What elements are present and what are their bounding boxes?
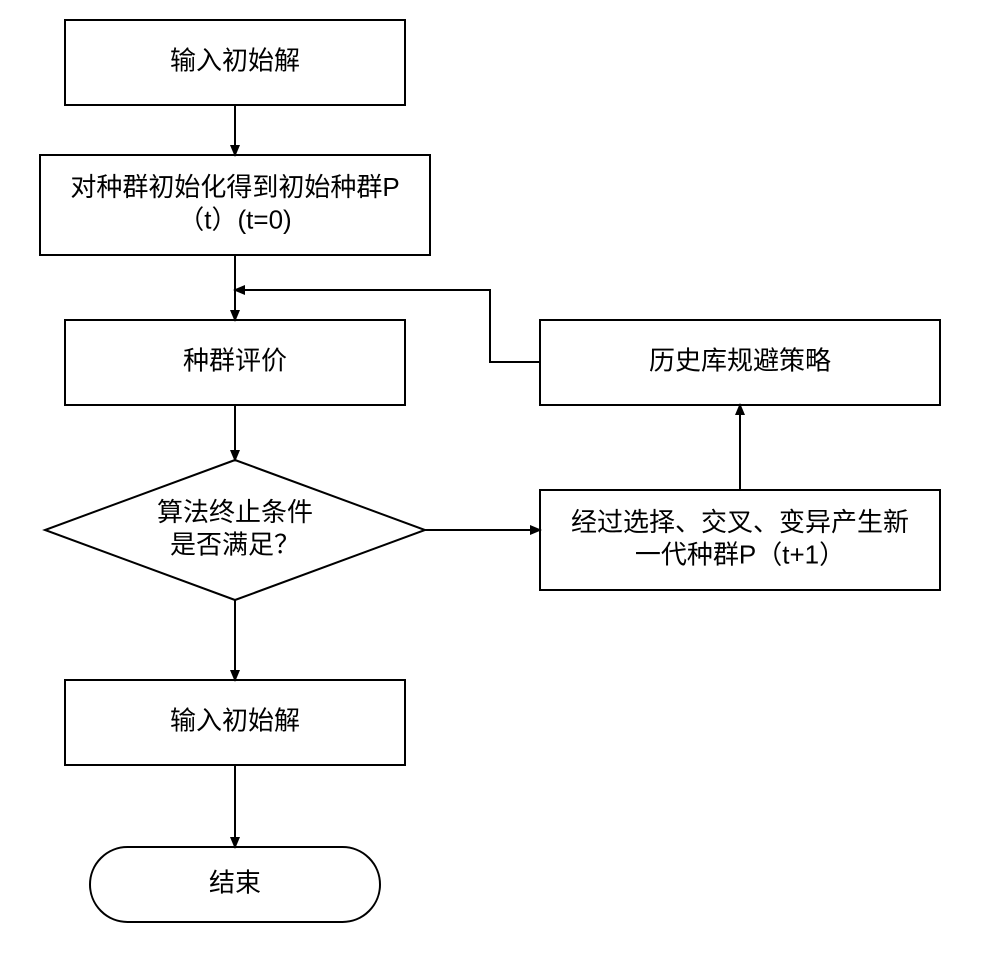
node-n3: 种群评价	[65, 320, 405, 405]
node-n6: 结束	[90, 847, 380, 922]
flowchart-diagram: 输入初始解对种群初始化得到初始种群P（t）(t=0)种群评价算法终止条件是否满足…	[0, 0, 1000, 965]
n3-label: 种群评价	[183, 345, 287, 375]
node-n4: 算法终止条件是否满足？	[45, 460, 425, 600]
n5-label: 输入初始解	[170, 705, 300, 735]
node-n1: 输入初始解	[65, 20, 405, 105]
node-n8: 历史库规避策略	[540, 320, 940, 405]
n8-label: 历史库规避策略	[649, 345, 831, 375]
node-n2: 对种群初始化得到初始种群P（t）(t=0)	[40, 155, 430, 255]
node-n7: 经过选择、交叉、变异产生新一代种群P（t+1）	[540, 490, 940, 590]
n6-label: 结束	[209, 867, 261, 897]
node-n5: 输入初始解	[65, 680, 405, 765]
n1-label: 输入初始解	[170, 45, 300, 75]
